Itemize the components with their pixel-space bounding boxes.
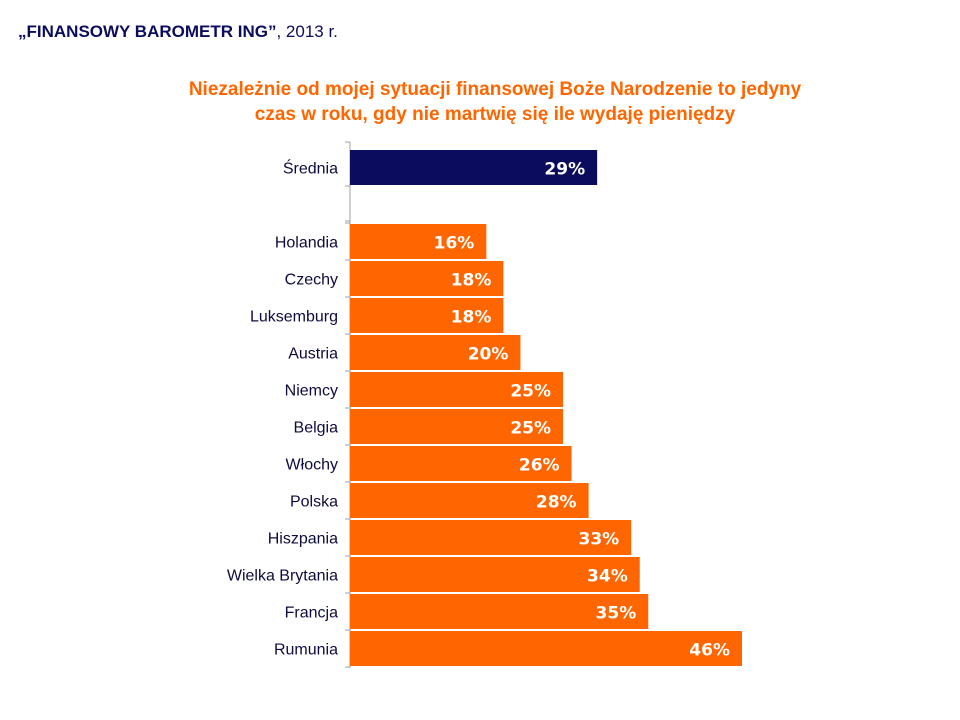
category-label-5: Belgia (294, 420, 339, 437)
chart-title-line-2: czas w roku, gdy nie martwię się ile wyd… (254, 104, 736, 125)
data-label-average: 29% (544, 160, 585, 180)
bar-3 (350, 335, 521, 370)
bar-11 (350, 631, 742, 666)
bar-0 (350, 224, 487, 259)
category-label-4: Niemcy (285, 383, 338, 400)
category-label-11: Rumunia (274, 642, 338, 659)
category-label-2: Luksemburg (250, 309, 338, 326)
bar-10 (350, 594, 649, 629)
report-brand: „FINANSOWY BAROMETR ING” (18, 22, 277, 41)
category-label-10: Francja (285, 605, 338, 622)
category-label-3: Austria (288, 346, 338, 363)
category-label-7: Polska (290, 494, 338, 511)
data-label-1: 18% (451, 271, 492, 291)
data-label-5: 25% (510, 419, 551, 439)
report-header: „FINANSOWY BAROMETR ING”, 2013 r. (18, 22, 338, 42)
data-label-0: 16% (434, 234, 475, 254)
bar-7 (350, 483, 589, 518)
bar-1 (350, 261, 504, 296)
category-label-9: Wielka Brytania (227, 568, 338, 585)
bar-average (350, 150, 598, 185)
data-label-4: 25% (510, 382, 551, 402)
data-label-9: 34% (587, 567, 628, 587)
data-label-10: 35% (596, 604, 637, 624)
data-label-11: 46% (689, 641, 730, 661)
bar-2 (350, 298, 504, 333)
bar-5 (350, 409, 564, 444)
data-label-6: 26% (519, 456, 560, 476)
report-year: , 2013 r. (276, 22, 338, 41)
bar-4 (350, 372, 564, 407)
bar-9 (350, 557, 640, 592)
category-label-0: Holandia (275, 235, 338, 252)
data-label-3: 20% (468, 345, 509, 365)
data-label-2: 18% (451, 308, 492, 328)
category-label-6: Włochy (286, 457, 338, 474)
data-label-8: 33% (579, 530, 620, 550)
chart-title: Niezależnie od mojej sytuacji finansowej… (130, 77, 860, 127)
category-label-1: Czechy (285, 272, 338, 289)
data-label-7: 28% (536, 493, 577, 513)
bar-6 (350, 446, 572, 481)
category-label-8: Hiszpania (268, 531, 338, 548)
chart-title-line-1: Niezależnie od mojej sytuacji finansowej… (188, 79, 802, 100)
category-label-average: Średnia (283, 159, 338, 178)
bar-8 (350, 520, 632, 555)
